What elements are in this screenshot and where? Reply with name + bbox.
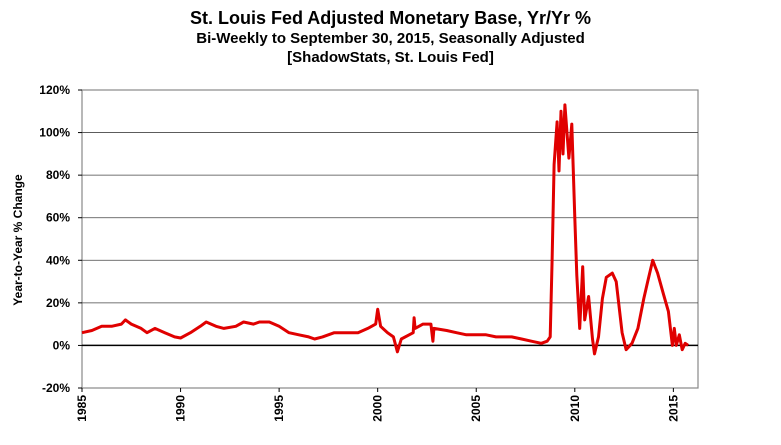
y-tick-label: 40% [46, 253, 70, 267]
plot-area [81, 89, 699, 389]
y-axis-label: Year-to-Year % Change [11, 174, 25, 306]
chart-title: St. Louis Fed Adjusted Monetary Base, Yr… [189, 8, 592, 28]
y-tick-label: 60% [46, 211, 70, 225]
x-tick-label: 2005 [469, 395, 483, 422]
y-tick-label: 80% [46, 168, 70, 182]
x-tick-label: 2010 [568, 395, 582, 422]
x-tick-label: 1985 [75, 395, 89, 422]
x-tick-label: 1995 [272, 395, 286, 422]
y-tick-label: 100% [39, 126, 70, 140]
y-tick-label: -20% [42, 381, 70, 395]
y-tick-label: 20% [46, 296, 70, 310]
chart-source: [ShadowStats, St. Louis Fed] [287, 49, 494, 66]
y-tick-label: 0% [53, 338, 71, 352]
x-tick-label: 1990 [174, 395, 188, 422]
x-tick-label: 2000 [371, 395, 385, 422]
x-tick-label: 2015 [666, 395, 680, 422]
chart-subtitle: Bi-Weekly to September 30, 2015, Seasona… [196, 30, 585, 47]
y-tick-label: 120% [39, 83, 70, 97]
